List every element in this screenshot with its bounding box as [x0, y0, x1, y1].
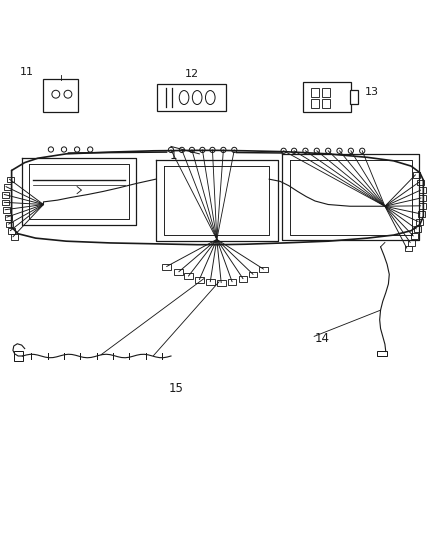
FancyBboxPatch shape	[322, 88, 330, 97]
FancyBboxPatch shape	[419, 203, 426, 209]
FancyBboxPatch shape	[162, 264, 171, 270]
FancyBboxPatch shape	[239, 276, 247, 282]
FancyBboxPatch shape	[217, 280, 226, 286]
FancyBboxPatch shape	[350, 90, 358, 104]
FancyBboxPatch shape	[2, 192, 9, 198]
FancyBboxPatch shape	[11, 234, 18, 240]
FancyBboxPatch shape	[4, 184, 11, 190]
Text: 14: 14	[315, 332, 330, 345]
FancyBboxPatch shape	[8, 228, 15, 234]
FancyBboxPatch shape	[417, 180, 424, 185]
FancyBboxPatch shape	[414, 227, 421, 232]
FancyBboxPatch shape	[419, 195, 426, 201]
FancyBboxPatch shape	[43, 79, 78, 112]
Ellipse shape	[192, 91, 202, 104]
FancyBboxPatch shape	[411, 233, 418, 239]
FancyBboxPatch shape	[377, 351, 387, 356]
FancyBboxPatch shape	[418, 211, 425, 217]
FancyBboxPatch shape	[2, 200, 9, 205]
FancyBboxPatch shape	[195, 277, 204, 282]
FancyBboxPatch shape	[413, 172, 420, 178]
FancyBboxPatch shape	[249, 272, 258, 277]
FancyBboxPatch shape	[228, 279, 237, 285]
FancyBboxPatch shape	[303, 82, 351, 112]
FancyBboxPatch shape	[14, 351, 22, 361]
FancyBboxPatch shape	[174, 269, 183, 275]
Text: 15: 15	[169, 382, 184, 395]
FancyBboxPatch shape	[7, 222, 13, 227]
FancyBboxPatch shape	[259, 266, 268, 272]
FancyBboxPatch shape	[322, 99, 330, 108]
FancyBboxPatch shape	[311, 88, 318, 97]
Text: 12: 12	[184, 69, 198, 79]
Text: 1: 1	[170, 149, 177, 161]
FancyBboxPatch shape	[184, 273, 193, 279]
Ellipse shape	[179, 91, 189, 104]
FancyBboxPatch shape	[419, 188, 426, 193]
FancyBboxPatch shape	[206, 279, 215, 285]
FancyBboxPatch shape	[7, 176, 14, 182]
FancyBboxPatch shape	[157, 84, 226, 111]
FancyBboxPatch shape	[405, 246, 412, 251]
Ellipse shape	[205, 91, 215, 104]
Text: 13: 13	[365, 87, 379, 97]
FancyBboxPatch shape	[3, 207, 10, 213]
FancyBboxPatch shape	[416, 219, 423, 224]
FancyBboxPatch shape	[5, 215, 12, 220]
Text: 11: 11	[19, 67, 33, 77]
FancyBboxPatch shape	[408, 240, 415, 246]
FancyBboxPatch shape	[311, 99, 318, 108]
